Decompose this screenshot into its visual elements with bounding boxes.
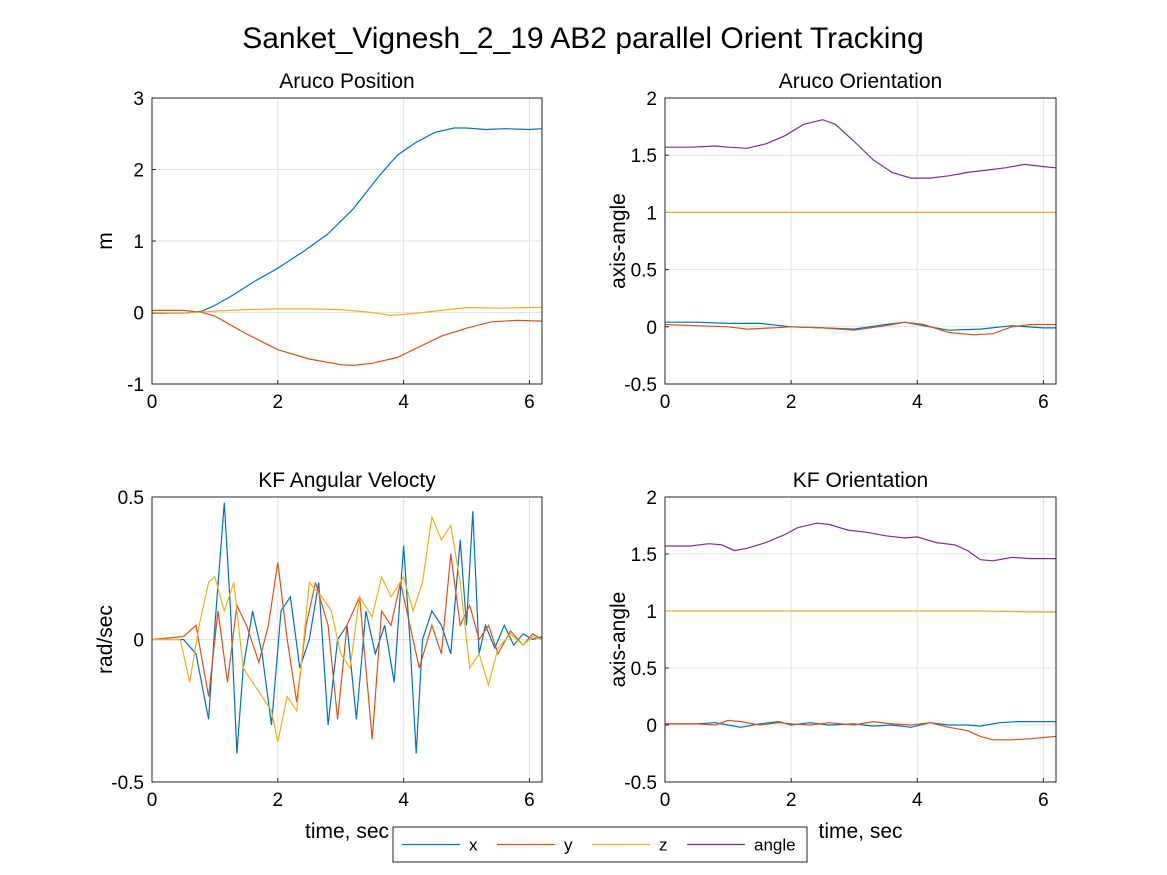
x-tick-label: 6 — [1038, 392, 1049, 413]
subplot-title: KF Angular Velocty — [258, 469, 436, 492]
x-tick-label: 2 — [786, 790, 797, 811]
y-tick-label: 0.5 — [631, 261, 657, 282]
series-group — [665, 119, 1056, 336]
y-tick-label: 0.5 — [631, 659, 657, 680]
subplot-3: 0 2 4 6-0.500.5KF Angular Veloctyrad/sectim… — [94, 469, 543, 843]
y-tick-label: 1 — [646, 602, 657, 623]
x-axis-label: time, sec — [305, 820, 389, 843]
y-tick-label: 1.5 — [631, 146, 657, 167]
subplot-title: Aruco Position — [279, 70, 414, 93]
series-line-y — [665, 321, 1056, 336]
subplot-title: KF Orientation — [793, 469, 928, 492]
x-axis-label: time, sec — [818, 820, 902, 843]
legend-label-x: x — [469, 836, 478, 855]
y-tick-label: 0 — [646, 318, 657, 339]
series-line-x — [665, 321, 1056, 331]
y-tick-label: 2 — [133, 161, 144, 182]
axes-box — [151, 97, 543, 385]
x-tick-label: 4 — [398, 392, 409, 413]
y-tick-label: 0 — [646, 716, 657, 737]
y-axis-label: axis-angle — [607, 592, 630, 688]
x-tick-label: 0 — [147, 392, 158, 413]
series-line-x — [665, 720, 1056, 728]
series-group — [665, 522, 1056, 741]
x-tick-label: 2 — [273, 392, 284, 413]
y-tick-label: 2 — [646, 89, 657, 110]
x-tick-label: 4 — [912, 392, 923, 413]
y-tick-label: 3 — [133, 89, 144, 110]
legend-label-y: y — [564, 836, 573, 855]
legend-label-z: z — [659, 836, 668, 855]
subplot-title: Aruco Orientation — [779, 70, 942, 93]
y-tick-label: -0.5 — [624, 773, 657, 794]
y-tick-label: 0.5 — [118, 488, 144, 509]
figure-title: Sanket_Vignesh_2_19 AB2 parallel Orient … — [242, 22, 924, 55]
series-line-x — [152, 127, 542, 314]
y-axis-label: rad/sec — [94, 605, 117, 674]
x-tick-label: 2 — [273, 790, 284, 811]
axes-box — [664, 97, 1057, 385]
series-line-y — [665, 719, 1056, 741]
x-tick-label: 0 — [660, 790, 671, 811]
y-axis-label: m — [94, 232, 117, 250]
x-tick-label: 0 — [147, 790, 158, 811]
y-tick-label: 1 — [646, 203, 657, 224]
x-tick-label: 4 — [912, 790, 923, 811]
y-tick-label: 0 — [133, 631, 144, 652]
series-line-z — [152, 514, 542, 743]
legend-label-angle: angle — [754, 836, 796, 855]
series-line-y — [152, 309, 542, 367]
x-tick-label: 2 — [786, 392, 797, 413]
x-tick-label: 6 — [524, 790, 535, 811]
series-line-y — [152, 553, 542, 740]
series-line-angle — [665, 119, 1056, 179]
series-group — [152, 502, 542, 754]
x-tick-label: 4 — [398, 790, 409, 811]
series-group — [152, 127, 542, 367]
y-tick-label: 0 — [133, 304, 144, 325]
series-line-angle — [665, 522, 1056, 562]
y-tick-label: -0.5 — [111, 773, 144, 794]
legend: x y z angle — [392, 826, 808, 863]
y-axis-label: axis-angle — [607, 193, 630, 289]
series-line-z — [152, 306, 542, 317]
series-line-z — [665, 610, 1056, 613]
axes-box — [151, 496, 543, 783]
x-tick-label: 0 — [660, 392, 671, 413]
y-tick-label: -1 — [127, 375, 144, 396]
y-tick-label: 2 — [646, 488, 657, 509]
y-tick-label: 1.5 — [631, 545, 657, 566]
y-tick-label: -0.5 — [624, 375, 657, 396]
x-tick-label: 6 — [1038, 790, 1049, 811]
x-tick-label: 6 — [524, 392, 535, 413]
y-tick-label: 1 — [133, 232, 144, 253]
axes-box — [664, 496, 1057, 783]
